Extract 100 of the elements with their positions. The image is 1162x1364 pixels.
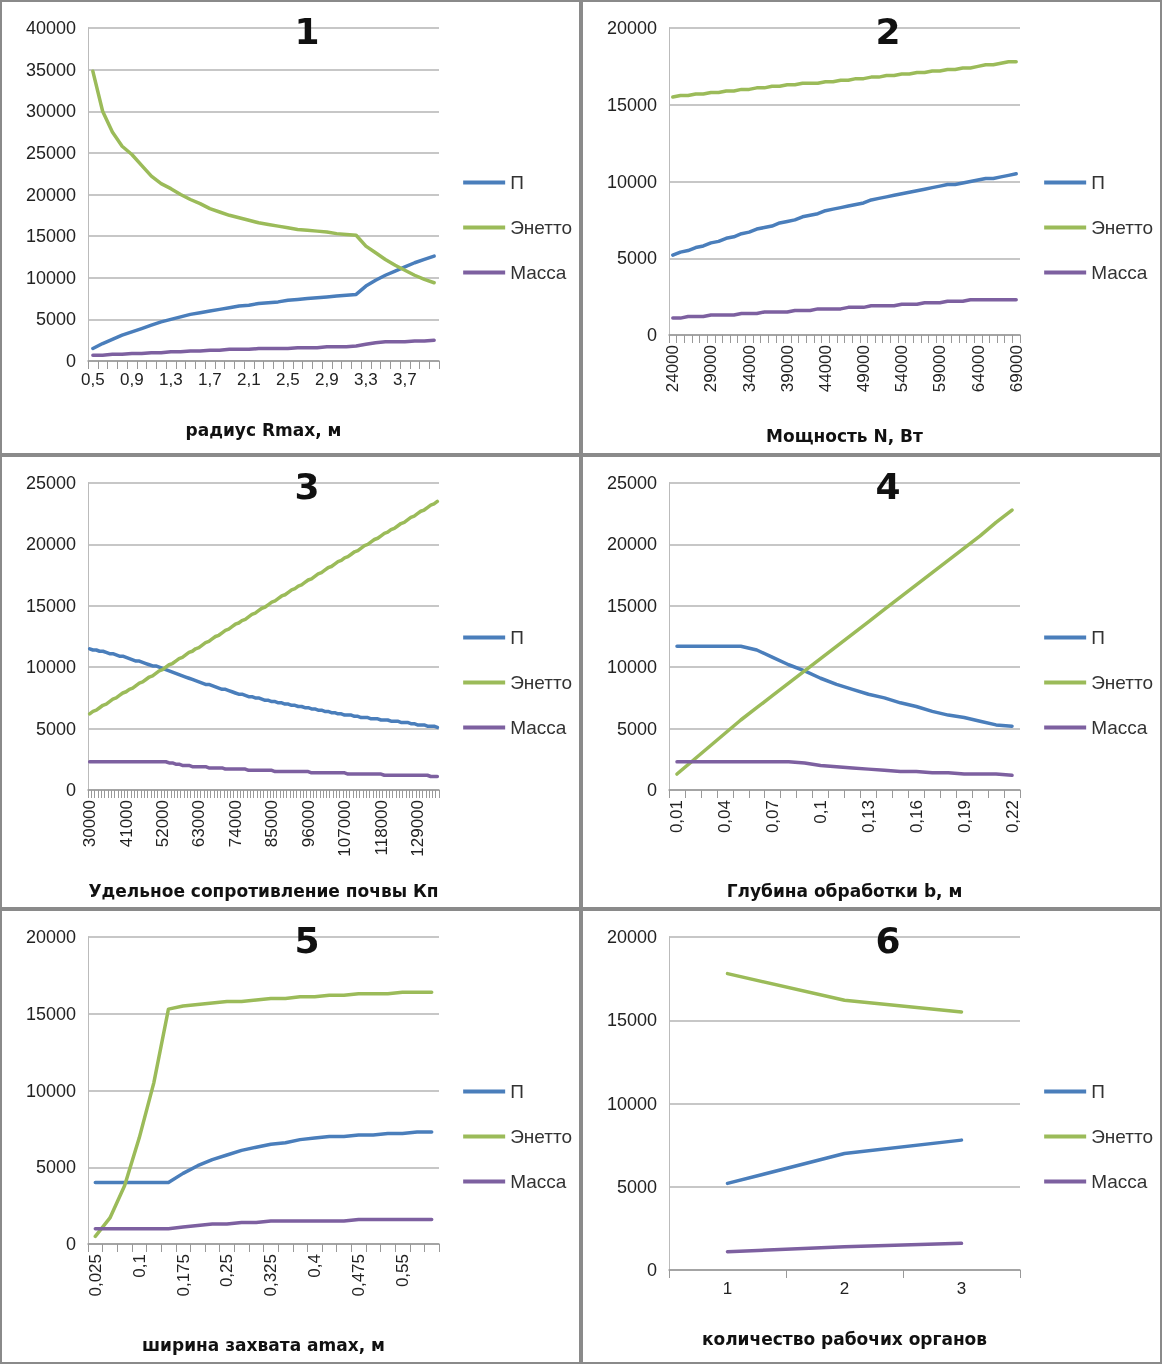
x-axis-title: количество рабочих органов: [701, 1328, 988, 1349]
x-tick-label: 0,1: [811, 799, 831, 824]
x-axis-title: Мощность N, Вт: [766, 425, 924, 446]
y-tick-label: 5000: [616, 718, 657, 739]
legend-label: Масса: [510, 1171, 567, 1193]
x-tick-label: 0,4: [305, 1254, 325, 1278]
x-tick-label: 1: [722, 1279, 733, 1299]
x-tick-label: 107000: [335, 799, 355, 857]
y-tick-label: 5000: [35, 718, 76, 739]
y-tick-label: 5000: [616, 1177, 657, 1198]
x-tick-label: 0,9: [120, 370, 144, 389]
legend-label: П: [1091, 626, 1105, 648]
y-tick-label: 25000: [25, 142, 76, 163]
y-tick-label: 15000: [25, 595, 76, 616]
y-tick-label: 20000: [25, 534, 76, 555]
y-tick-label: 15000: [606, 94, 657, 115]
y-tick-label: 35000: [25, 59, 76, 80]
x-tick-label: 44000: [815, 345, 835, 393]
legend-label: Масса: [1091, 716, 1148, 738]
x-tick-label: 24000: [663, 345, 683, 393]
line-series: [671, 297, 1018, 320]
y-tick-label: 10000: [606, 171, 657, 192]
line-series: [671, 172, 1018, 257]
y-tick-label: 15000: [606, 1010, 657, 1031]
y-tick-label: 30000: [25, 101, 76, 122]
y-tick-label: 15000: [25, 1004, 76, 1025]
x-tick-label: 0,55: [392, 1254, 412, 1288]
legend-label: Масса: [510, 262, 567, 283]
x-tick-label: 85000: [262, 799, 282, 847]
x-tick-label: 63000: [189, 799, 209, 847]
x-tick-label: 0,175: [173, 1254, 193, 1297]
y-tick-label: 10000: [606, 656, 657, 677]
legend-label: Масса: [510, 716, 567, 738]
x-tick-label: 0,475: [349, 1254, 369, 1297]
y-tick-label: 0: [65, 1234, 76, 1255]
x-tick-label: 0,025: [85, 1254, 105, 1297]
x-tick-label: 0,16: [906, 799, 926, 833]
line-series: [93, 1130, 434, 1185]
x-tick-label: 59000: [930, 345, 950, 393]
y-tick-label: 0: [646, 325, 657, 345]
x-axis-title: Удельное сопротивление почвы Кп: [88, 880, 439, 901]
line-series: [675, 644, 1014, 728]
y-tick-label: 25000: [606, 472, 657, 493]
x-tick-label: 1,7: [198, 370, 222, 389]
y-tick-label: 10000: [606, 1093, 657, 1114]
x-tick-label: 0,22: [1002, 799, 1022, 833]
line-series: [675, 507, 1014, 776]
x-tick-label: 129000: [407, 799, 427, 857]
x-tick-label: 2: [839, 1279, 850, 1299]
legend-label: Масса: [1091, 1171, 1148, 1193]
x-tick-label: 0,5: [81, 370, 105, 389]
x-tick-label: 0,1: [129, 1254, 149, 1278]
x-tick-label: 39000: [777, 345, 797, 393]
x-tick-label: 0,13: [858, 799, 878, 833]
line-series: [91, 254, 436, 351]
x-tick-label: 3,7: [393, 370, 417, 389]
legend-label: Энетто: [1091, 671, 1153, 693]
x-tick-label: 2,5: [276, 370, 300, 389]
y-tick-label: 20000: [25, 927, 76, 948]
legend-label: П: [510, 172, 524, 193]
chart-title: 5: [294, 919, 320, 961]
x-tick-label: 1,3: [159, 370, 183, 389]
y-tick-label: 5000: [35, 1157, 76, 1178]
chart-title: 4: [875, 465, 901, 507]
y-tick-label: 5000: [35, 309, 76, 330]
legend-label: Масса: [1091, 262, 1148, 283]
line-series: [87, 499, 440, 716]
y-tick-label: 10000: [25, 656, 76, 677]
legend-label: Энетто: [1091, 217, 1153, 238]
x-axis-title: радиус Rmax, м: [185, 419, 342, 440]
x-tick-label: 0,07: [763, 799, 783, 833]
y-tick-label: 20000: [25, 184, 76, 205]
x-tick-label: 34000: [739, 345, 759, 393]
legend-label: П: [510, 1081, 524, 1103]
legend-label: П: [1091, 1081, 1105, 1103]
line-series: [675, 759, 1014, 777]
legend-label: Энетто: [510, 671, 572, 693]
y-tick-label: 15000: [606, 595, 657, 616]
x-tick-label: 2,1: [237, 370, 261, 389]
y-tick-label: 10000: [25, 1080, 76, 1101]
y-tick-label: 20000: [606, 534, 657, 555]
y-tick-label: 0: [65, 351, 76, 371]
line-series: [93, 1218, 434, 1231]
legend-label: П: [1091, 172, 1105, 193]
y-tick-label: 20000: [606, 18, 657, 38]
x-tick-label: 3: [956, 1279, 967, 1299]
line-series: [87, 759, 440, 778]
line-series: [87, 646, 440, 729]
y-tick-label: 25000: [25, 472, 76, 493]
x-tick-label: 64000: [968, 345, 988, 393]
y-tick-label: 20000: [606, 927, 657, 948]
y-tick-label: 40000: [25, 18, 76, 38]
line-series: [91, 338, 436, 357]
x-tick-label: 54000: [892, 345, 912, 393]
y-tick-label: 10000: [25, 267, 76, 288]
chart-title: 2: [875, 10, 901, 52]
legend-label: Энетто: [510, 1126, 572, 1148]
legend-label: П: [510, 626, 524, 648]
x-tick-label: 0,25: [217, 1254, 237, 1288]
x-tick-label: 0,01: [667, 799, 687, 833]
